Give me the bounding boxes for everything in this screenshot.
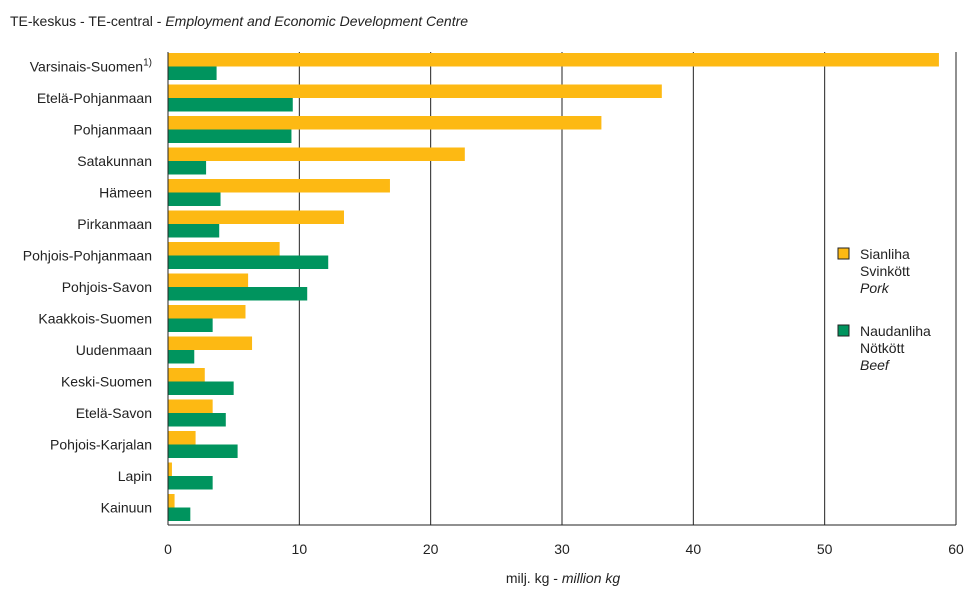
title-italic: Employment and Economic Development Cent… <box>165 13 469 29</box>
legend-swatch <box>837 247 850 260</box>
x-tick-label: 60 <box>948 541 964 557</box>
axes <box>167 52 956 526</box>
x-tick-labels: 0 10 20 30 40 50 60 <box>164 541 964 557</box>
category-label: Pohjois-Savon <box>62 279 152 295</box>
x-tick-label: 30 <box>554 541 570 557</box>
category-label: Pirkanmaan <box>77 216 152 232</box>
category-label: Kaakkois-Suomen <box>38 311 152 327</box>
x-tick-label: 40 <box>686 541 702 557</box>
category-label: Pohjois-Pohjanmaan <box>23 248 152 264</box>
category-label: Varsinais-Suomen1) <box>30 58 152 75</box>
bar <box>168 399 213 413</box>
bar <box>168 98 293 112</box>
bar <box>168 273 249 287</box>
bar <box>168 116 602 130</box>
category-label: Keski-Suomen <box>61 374 152 390</box>
bar <box>168 381 234 395</box>
bar <box>168 242 280 256</box>
bar <box>168 179 390 193</box>
category-label: Hämeen <box>99 185 152 201</box>
bar <box>168 413 226 427</box>
bar <box>168 507 191 521</box>
bar <box>168 210 344 224</box>
bar <box>168 476 213 490</box>
bar <box>168 444 238 458</box>
bar <box>168 161 207 175</box>
x-tick-label: 10 <box>292 541 308 557</box>
category-labels: Varsinais-Suomen1) Etelä-Pohjanmaan Pohjan… <box>23 58 152 516</box>
x-tick-label: 50 <box>817 541 833 557</box>
category-label: Uudenmaan <box>76 342 152 358</box>
bar <box>168 287 308 301</box>
title-prefix: TE-keskus - TE-central - <box>10 13 166 29</box>
bars <box>168 53 939 521</box>
x-axis-label-italic: million kg <box>562 570 621 586</box>
x-axis-label: milj. kg - million kg <box>506 570 621 586</box>
bar <box>168 462 172 476</box>
category-label: Satakunnan <box>77 153 152 169</box>
category-label: Lapin <box>118 468 152 484</box>
footnote-marker: 1) <box>143 58 152 69</box>
bar <box>168 255 329 269</box>
bar <box>168 192 221 206</box>
bar <box>168 129 292 143</box>
legend-label: Nötkött <box>860 340 904 356</box>
x-tick-label: 20 <box>423 541 439 557</box>
bar <box>168 305 246 319</box>
bar <box>168 318 213 332</box>
bar <box>168 147 465 161</box>
bar <box>168 84 662 98</box>
category-label: Etelä-Savon <box>76 405 152 421</box>
bar <box>168 66 217 80</box>
x-axis-label-prefix: milj. kg - <box>506 570 562 586</box>
legend-label: Pork <box>860 280 890 296</box>
x-tick-label: 0 <box>164 541 172 557</box>
legend-label: Sianliha <box>860 246 910 262</box>
bar <box>168 224 220 238</box>
bar <box>168 350 195 364</box>
legend-label: Svinkött <box>860 263 910 279</box>
page-title: TE-keskus - TE-central - Employment and … <box>10 13 468 29</box>
legend-label: Beef <box>860 357 891 373</box>
category-label: Etelä-Pohjanmaan <box>37 90 152 106</box>
bar <box>168 336 253 350</box>
legend-label: Naudanliha <box>860 323 931 339</box>
bar <box>168 431 196 445</box>
legend-swatch <box>837 324 850 337</box>
bar <box>168 368 205 382</box>
bar <box>168 494 175 508</box>
category-label: Kainuun <box>101 500 152 516</box>
category-label: Pohjanmaan <box>73 122 152 138</box>
bar <box>168 53 939 67</box>
category-label: Pohjois-Karjalan <box>50 437 152 453</box>
